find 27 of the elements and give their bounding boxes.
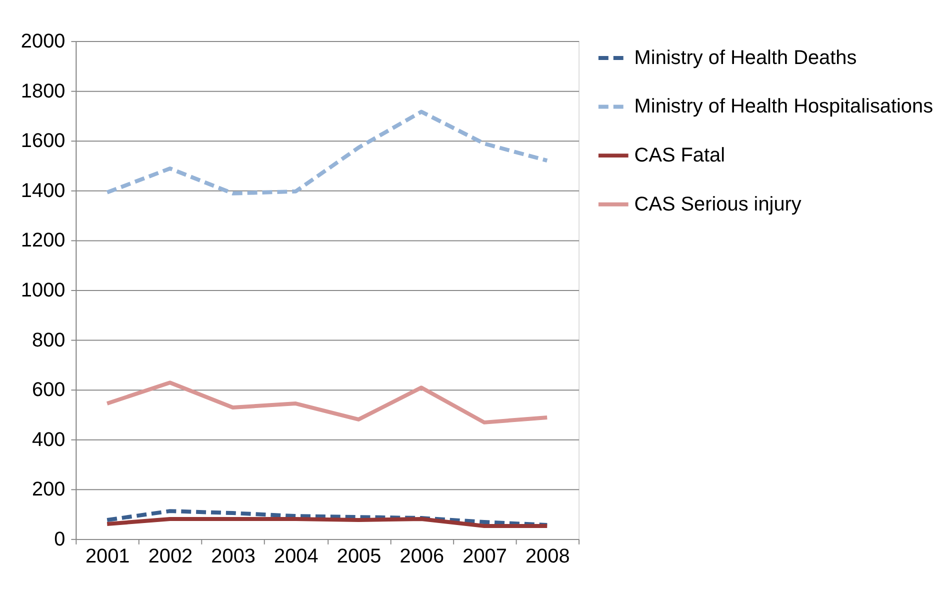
line-series	[105, 110, 550, 196]
x-tick-label: 2007	[462, 545, 507, 568]
y-tick-label: 1800	[20, 80, 66, 102]
x-tick-label: 2001	[85, 545, 130, 568]
legend-label: Ministry of Health Deaths	[634, 46, 857, 69]
y-tick-label: 1400	[20, 180, 66, 202]
x-tick-label: 2002	[148, 545, 193, 568]
x-tick-label: 2006	[400, 545, 444, 568]
legend-label: CAS Fatal	[634, 144, 726, 167]
y-tick-label: 1200	[20, 230, 66, 252]
y-tick-label: 400	[32, 428, 66, 451]
y-tick-label: 800	[32, 329, 66, 352]
y-tick-label: 600	[32, 379, 66, 402]
legend-label: CAS Serious injury	[634, 193, 802, 216]
y-tick-label: 200	[32, 478, 66, 501]
y-tick-label: 0	[54, 528, 66, 550]
y-tick-label: 1600	[20, 130, 66, 152]
y-tick-label: 2000	[20, 30, 66, 53]
line-series	[105, 517, 550, 528]
line-series	[105, 380, 550, 424]
x-tick-label: 2003	[211, 545, 256, 568]
x-tick-label: 2008	[525, 545, 570, 568]
y-tick-label: 1000	[20, 279, 66, 302]
legend-label: Ministry of Health Hospitalisations	[634, 96, 934, 118]
x-tick-label: 2005	[336, 545, 382, 568]
x-tick-label: 2004	[274, 545, 318, 568]
line-series	[105, 509, 550, 527]
